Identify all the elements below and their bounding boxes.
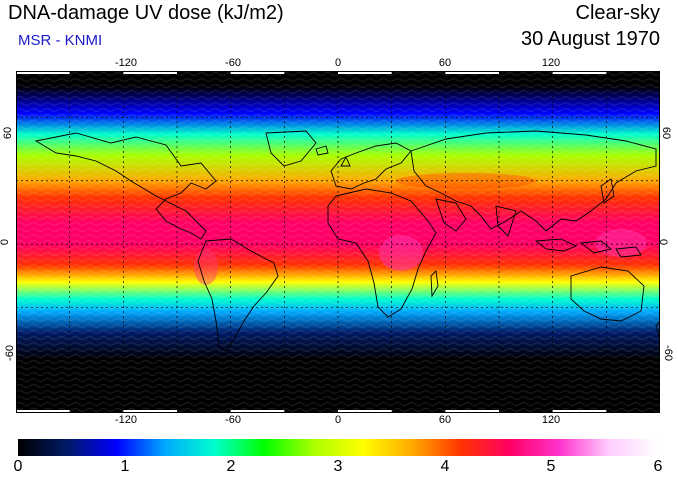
colorbar-label: 5: [546, 458, 556, 475]
lon-tick-bottom: 0: [334, 414, 342, 426]
frame-tick: [338, 71, 392, 74]
source-label: MSR - KNMI: [18, 32, 103, 49]
lon-tick-bottom: 120: [541, 414, 561, 426]
grid-lines: [16, 71, 660, 413]
frame-tick: [123, 410, 177, 413]
colorbar-label: 6: [653, 458, 663, 475]
lon-tick-top: 0: [334, 57, 342, 69]
lon-tick-bottom: -120: [114, 414, 138, 426]
colorbar-label: 3: [333, 458, 343, 475]
colorbar-label: 4: [440, 458, 450, 475]
lat-tick-right: 60: [660, 126, 673, 140]
lon-tick-top: 120: [541, 57, 561, 69]
map-title: DNA-damage UV dose (kJ/m2): [8, 2, 284, 24]
lon-tick-bottom: -60: [225, 414, 241, 426]
frame-tick: [230, 410, 285, 413]
lat-tick-right: -60: [661, 345, 674, 361]
frame-tick: [552, 71, 607, 74]
colorbar-label: 1: [120, 458, 130, 475]
colorbar-gradient: [18, 439, 658, 456]
lat-tick-left: -60: [3, 345, 16, 361]
lon-tick-top: -60: [225, 57, 241, 69]
frame-tick: [230, 71, 285, 74]
frame-tick: [123, 71, 177, 74]
lat-tick-left: 60: [2, 126, 15, 140]
africa-uv-max: [379, 235, 423, 271]
uv-dose-map: [16, 71, 660, 413]
frame-tick: [338, 410, 392, 413]
frame-ticks: [16, 71, 607, 413]
map-frame: [16, 71, 660, 413]
frame-tick: [552, 410, 607, 413]
lon-tick-top: 60: [438, 57, 452, 69]
frame-tick: [16, 410, 70, 413]
lon-tick-top: -120: [114, 57, 138, 69]
colorbar: [18, 439, 658, 456]
lon-tick-bottom: 60: [438, 414, 452, 426]
sky-condition: Clear-sky: [575, 2, 660, 24]
andes-uv-max: [194, 249, 218, 285]
colorbar-label: 2: [226, 458, 236, 475]
lat-tick-left: 0: [0, 238, 12, 246]
frame-tick: [445, 410, 499, 413]
frame-tick: [16, 71, 70, 74]
colorbar-label: 0: [13, 458, 23, 475]
map-date: 30 August 1970: [520, 28, 660, 50]
frame-tick: [445, 71, 499, 74]
